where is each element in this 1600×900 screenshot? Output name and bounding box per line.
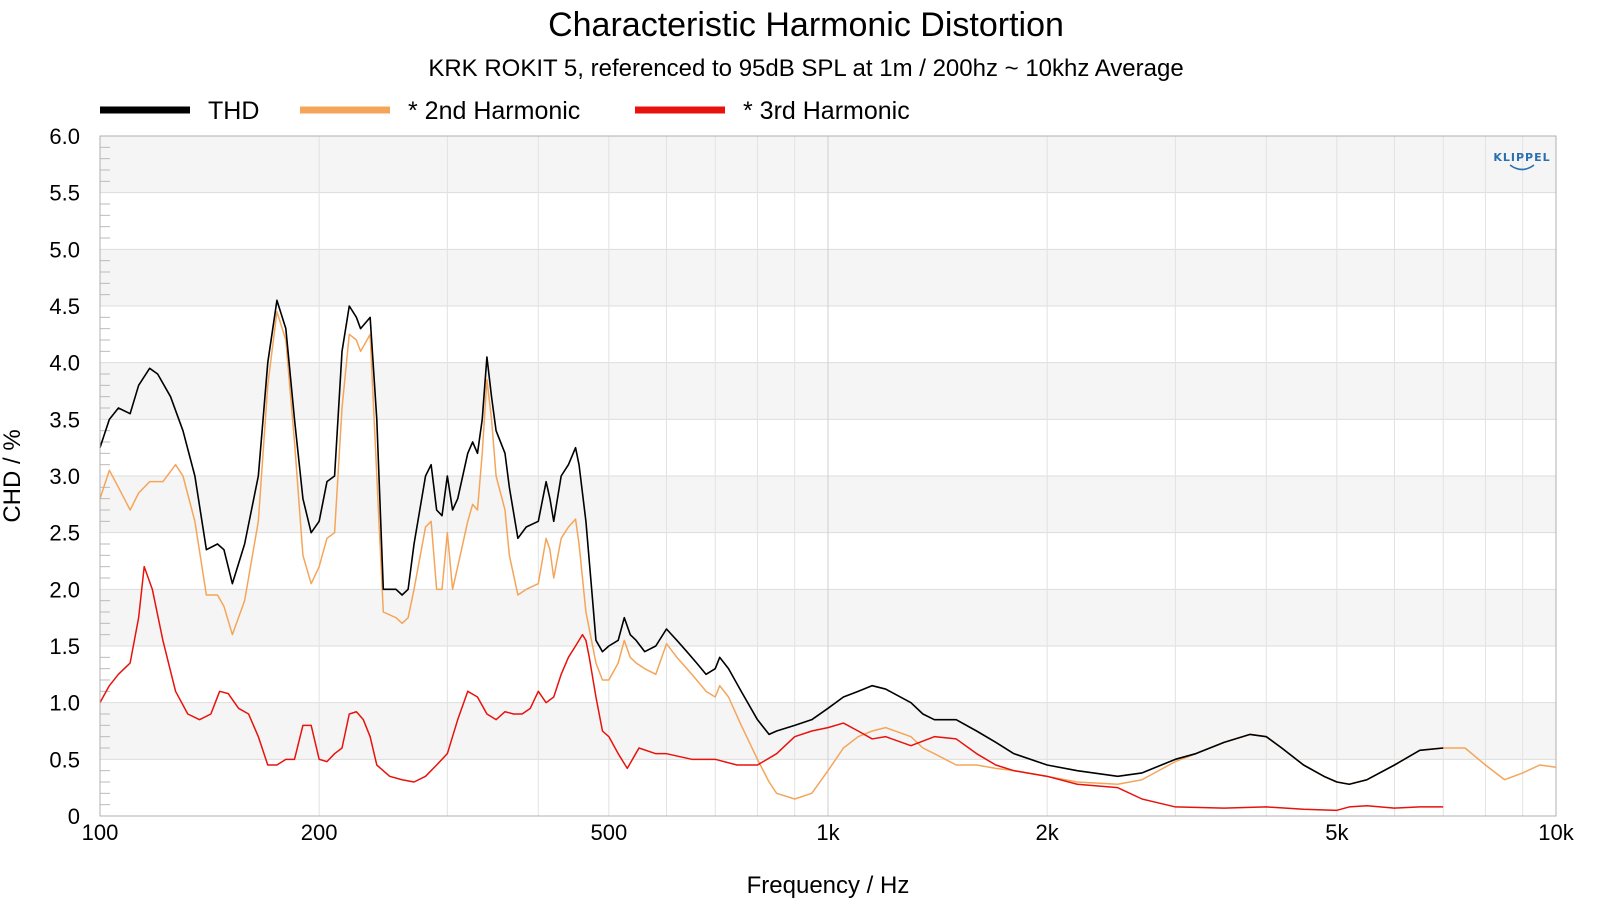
legend-label: THD <box>208 97 259 125</box>
series-group <box>99 299 1557 812</box>
legend: THD * 2nd Harmonic * 3rd Harmonic <box>100 97 910 125</box>
y-axis-label: CHD / % <box>0 429 26 522</box>
y-tick-label: 3.5 <box>49 407 80 432</box>
plot-frame <box>99 135 1557 817</box>
y-tick-label: 4.5 <box>49 294 80 319</box>
chart-subtitle: KRK ROKIT 5, referenced to 95dB SPL at 1… <box>428 55 1183 82</box>
y-tick-label: 5.5 <box>49 181 80 206</box>
x-tick-label: 5k <box>1325 820 1349 845</box>
y-tick-label: 0.5 <box>49 747 80 772</box>
y-tick-label: 5.0 <box>49 237 80 262</box>
y-tick-label: 1.5 <box>49 634 80 659</box>
series-line-2nd-harmonic <box>99 310 1557 800</box>
y-tick-label: 3.0 <box>49 464 80 489</box>
series-line-thd <box>99 299 1444 786</box>
series-line-3rd-harmonic <box>99 565 1444 812</box>
x-tick-label: 10k <box>1538 820 1574 845</box>
y-tick-label: 2.5 <box>49 521 80 546</box>
y-axis: 0 0.5 1.0 1.5 2.0 2.5 3.0 3.5 4.0 4.5 5.0 5.5 6.0 <box>49 124 80 829</box>
x-tick-label: 100 <box>82 820 119 845</box>
x-tick-label: 500 <box>590 820 627 845</box>
x-axis: 100 200 500 1k 2k 5k 10k <box>82 820 1575 845</box>
klippel-logo: KLIPPEL <box>1493 151 1550 171</box>
chart-title: Characteristic Harmonic Distortion <box>548 6 1064 44</box>
legend-label: * 2nd Harmonic <box>408 97 580 125</box>
x-axis-label: Frequency / Hz <box>747 872 910 899</box>
x-tick-label: 1k <box>816 820 840 845</box>
y-tick-label: 0 <box>68 804 80 829</box>
legend-label: * 3rd Harmonic <box>743 97 910 125</box>
x-tick-label: 2k <box>1036 820 1060 845</box>
svg-text:KLIPPEL: KLIPPEL <box>1493 151 1550 164</box>
y-tick-label: 1.0 <box>49 691 80 716</box>
x-tick-label: 200 <box>301 820 338 845</box>
y-tick-label: 6.0 <box>49 124 80 149</box>
y-tick-label: 2.0 <box>49 577 80 602</box>
y-tick-label: 4.0 <box>49 351 80 376</box>
